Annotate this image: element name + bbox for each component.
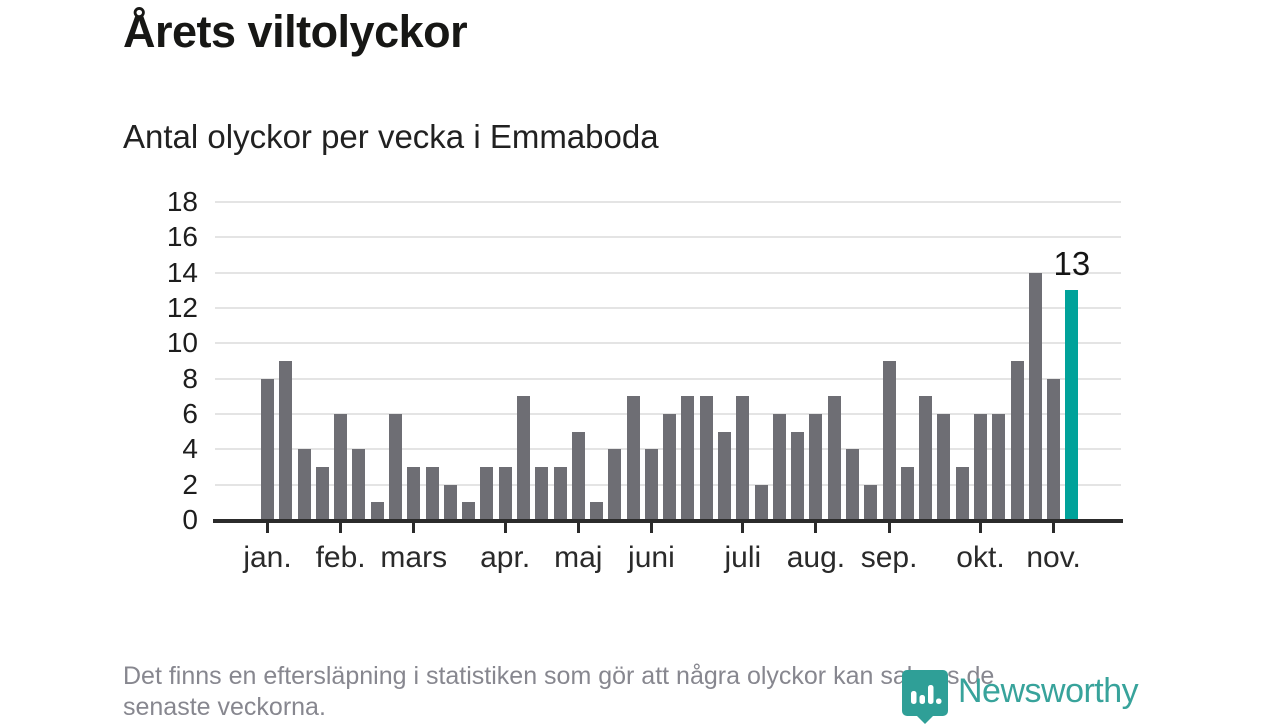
bar-week-17 [553, 467, 567, 520]
bar-week-10 [425, 467, 439, 520]
bar-week-13 [480, 467, 494, 520]
chart-subtitle: Antal olyckor per vecka i Emmaboda [123, 118, 659, 155]
y-tick-label-2: 2 [182, 468, 198, 500]
bar-week-9 [407, 467, 421, 520]
x-tick-juni [649, 523, 653, 533]
newsworthy-pin-icon [902, 670, 948, 724]
highlight-value-label: 13 [1053, 245, 1091, 283]
x-tick-feb [339, 523, 343, 533]
bar-week-11 [443, 484, 457, 520]
x-tick-aug [814, 523, 818, 533]
bar-week-29 [772, 414, 786, 520]
x-tick-label-okt: okt. [956, 541, 1005, 574]
newsworthy-logo: Newsworthy [902, 670, 1139, 724]
y-tick-label-4: 4 [182, 433, 198, 465]
bar-week-41 [992, 414, 1006, 520]
bar-week-15 [516, 396, 530, 520]
bar-week-37 [919, 396, 933, 520]
bar-week-16 [535, 467, 549, 520]
chart-title: Årets viltolyckor [123, 6, 468, 57]
bar-week-30 [791, 431, 805, 520]
bar-week-35 [882, 361, 896, 520]
chart-footnote: Det finns en eftersläpning i statistiken… [123, 661, 1183, 723]
y-tick-label-8: 8 [182, 362, 198, 394]
y-tick-label-16: 16 [166, 221, 198, 253]
bar-week-20 [608, 449, 622, 520]
x-tick-sep [887, 523, 891, 533]
x-tick-okt [978, 523, 982, 533]
x-tick-juli [741, 523, 745, 533]
x-tick-label-mars: mars [380, 541, 448, 574]
bar-week-27 [736, 396, 750, 520]
x-tick-label-juni: juni [628, 541, 675, 574]
bar-week-36 [900, 467, 914, 520]
x-tick-label-jan: jan. [243, 541, 292, 574]
bar-week-33 [846, 449, 860, 520]
highlight-bar-week-45 [1065, 290, 1079, 520]
x-tick-label-aug: aug. [786, 541, 846, 574]
gridline-10 [215, 342, 1121, 345]
footnote-line-2: senaste veckorna. [123, 693, 326, 721]
footnote-line-1: Det finns en eftersläpning i statistiken… [123, 662, 995, 690]
y-tick-label-18: 18 [166, 186, 198, 217]
x-tick-jan [266, 523, 269, 533]
x-tick-nov [1052, 523, 1056, 533]
newsworthy-logo-text: Newsworthy [958, 672, 1139, 710]
bar-week-26 [718, 431, 732, 520]
x-tick-label-juli: juli [724, 541, 762, 574]
bar-week-42 [1010, 361, 1024, 520]
x-axis-line [213, 519, 1123, 523]
gridline-16 [215, 236, 1121, 239]
gridline-18 [215, 201, 1121, 203]
bar-week-43 [1028, 272, 1042, 520]
bar-week-18 [571, 431, 585, 520]
bar-week-25 [699, 396, 713, 520]
bar-week-39 [955, 467, 969, 520]
bar-week-14 [498, 467, 512, 520]
bar-week-8 [388, 414, 402, 520]
y-tick-label-6: 6 [182, 398, 198, 429]
x-tick-apr [503, 523, 507, 533]
bar-week-31 [809, 414, 823, 520]
bar-week-28 [754, 484, 768, 520]
gridline-14 [215, 271, 1121, 274]
y-tick-label-0: 0 [182, 504, 198, 535]
bar-week-24 [681, 396, 695, 520]
x-tick-label-feb: feb. [315, 541, 366, 574]
bar-week-32 [827, 396, 841, 520]
bar-week-7 [370, 502, 384, 520]
bar-week-44 [1047, 378, 1061, 520]
gridline-12 [215, 307, 1121, 309]
y-tick-label-10: 10 [166, 327, 198, 359]
bar-week-22 [644, 449, 658, 520]
x-tick-label-apr: apr. [480, 541, 531, 574]
bar-week-1 [261, 378, 274, 520]
bar-week-34 [864, 484, 878, 520]
y-tick-label-12: 12 [166, 292, 198, 323]
bar-week-23 [663, 414, 677, 520]
bar-week-19 [590, 502, 604, 520]
x-tick-label-sep: sep. [860, 541, 918, 574]
bar-week-12 [462, 502, 476, 520]
bar-week-38 [937, 414, 951, 520]
bar-week-3 [297, 449, 311, 520]
bar-week-6 [352, 449, 366, 520]
x-tick-label-nov: nov. [1026, 541, 1081, 574]
x-tick-label-maj: maj [554, 541, 603, 574]
gridline-8 [215, 377, 1121, 380]
bar-week-21 [626, 396, 640, 520]
x-tick-maj [576, 523, 580, 533]
y-tick-label-14: 14 [166, 256, 198, 288]
bar-week-4 [315, 467, 329, 520]
bar-week-40 [973, 414, 987, 520]
bar-week-5 [334, 414, 348, 520]
x-tick-mars [412, 523, 416, 533]
bar-week-2 [279, 361, 293, 520]
